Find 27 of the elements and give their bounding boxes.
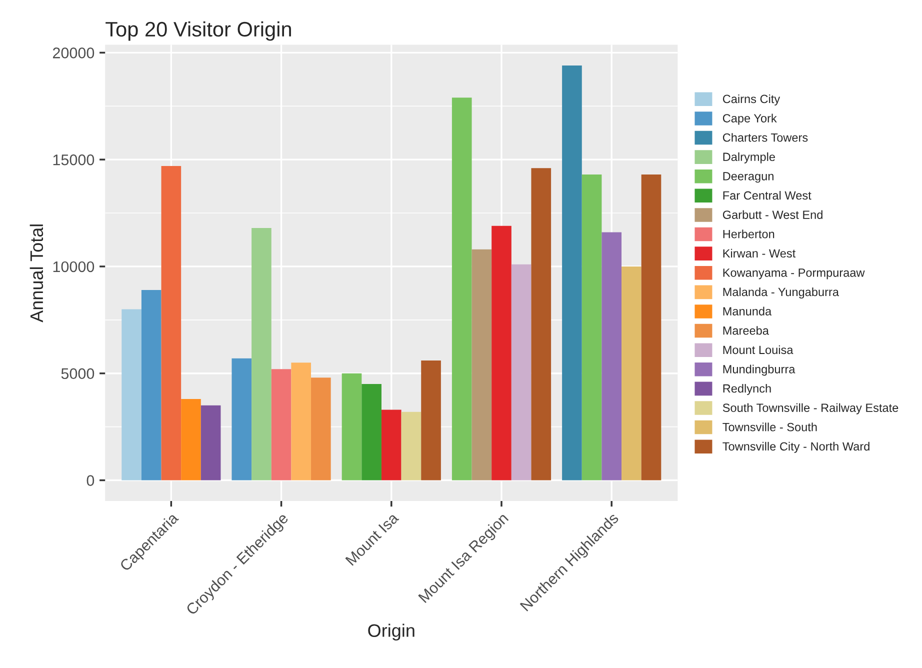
y-tick-label: 15000: [53, 154, 94, 166]
x-axis-title: Origin: [368, 624, 414, 641]
legend-label: Mundingburra: [723, 364, 796, 376]
legend-label: Deeragun: [723, 172, 774, 183]
y-tick-label: 20000: [52, 48, 94, 58]
legend-label: Mareeba: [723, 326, 769, 335]
legend-label: Kirwan - West: [723, 248, 796, 258]
legend-label: South Townsville - Railway Estate: [722, 403, 898, 414]
y-axis-title: Annual Total: [30, 224, 44, 322]
legend-label: Charters Towers: [722, 133, 808, 142]
chart-title: Top 20 Visitor Origin: [106, 21, 291, 41]
legend-label: Townsville City - North Ward: [722, 442, 870, 453]
legend-label: Garbutt - West End: [722, 210, 822, 219]
legend-label: Townsville - South: [722, 422, 817, 432]
legend-label: Cape York: [722, 114, 777, 125]
legend-label: Cairns City: [722, 94, 780, 106]
y-tick-label: 10000: [53, 261, 94, 272]
y-tick-label: 0: [86, 475, 94, 486]
legend-label: Far Central West: [723, 190, 812, 200]
y-tick-label: 5000: [61, 368, 94, 380]
legend-label: Herberton: [723, 230, 774, 238]
legend-label: Malanda - Yungaburra: [723, 287, 839, 298]
legend-label: Kowanyama - Pormpuraaw: [723, 268, 865, 280]
legend-label: Manunda: [723, 306, 772, 316]
legend-label: Redlynch: [723, 384, 771, 396]
legend-label: Mount Louisa: [723, 345, 794, 354]
legend-label: Dalrymple: [723, 152, 775, 164]
